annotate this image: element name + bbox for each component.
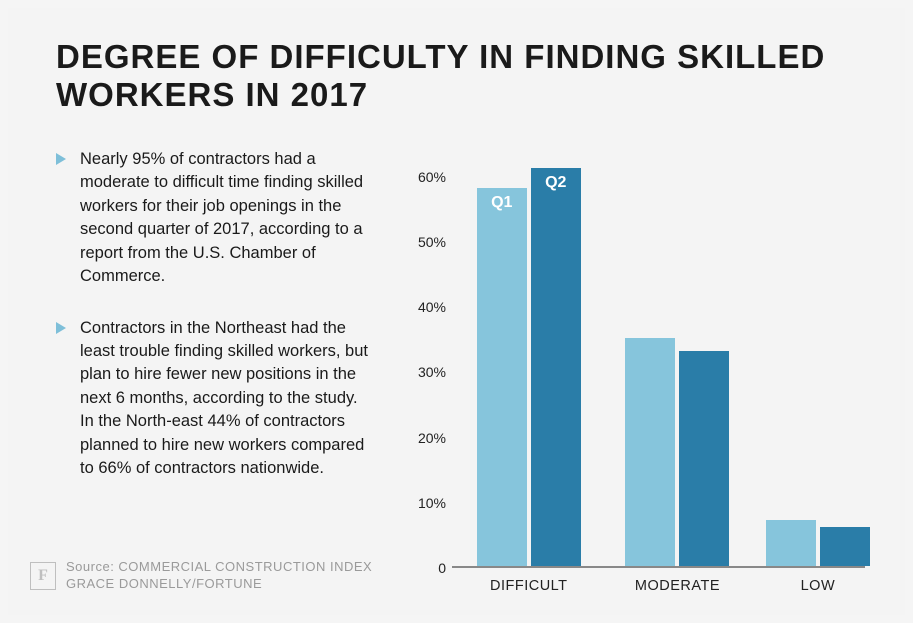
bar	[766, 520, 816, 566]
triangle-icon	[56, 153, 66, 165]
bar	[820, 527, 870, 566]
logo-letter: F	[38, 567, 48, 585]
category-label: LOW	[766, 578, 870, 594]
page-title: DEGREE OF DIFFICULTY IN FINDING SKILLED …	[56, 38, 875, 114]
bar-group: MODERATE	[625, 338, 729, 566]
y-tick-label: 30%	[406, 364, 446, 380]
bar-group: Q1Q2DIFFICULT	[477, 168, 581, 566]
y-tick-label: 20%	[406, 430, 446, 446]
fortune-logo-icon: F	[30, 562, 56, 590]
category-label: MODERATE	[625, 578, 729, 594]
y-tick-label: 50%	[406, 234, 446, 250]
y-tick-label: 10%	[406, 495, 446, 511]
plot-area: 010%20%30%40%50%60%Q1Q2DIFFICULTMODERATE…	[452, 142, 865, 568]
category-label: DIFFICULT	[477, 578, 581, 594]
source-line: GRACE DONNELLY/FORTUNE	[66, 576, 372, 593]
bar	[625, 338, 675, 566]
x-axis-line	[452, 566, 865, 568]
bar	[679, 351, 729, 566]
y-tick-label: 0	[406, 560, 446, 576]
bar: Q2	[531, 168, 581, 566]
bullet-list: Nearly 95% of contractors had a moderate…	[56, 142, 376, 602]
bullet-item: Contractors in the Northeast had the lea…	[56, 317, 370, 481]
bar: Q1	[477, 188, 527, 566]
content-row: Nearly 95% of contractors had a moderate…	[56, 142, 875, 602]
series-label: Q1	[477, 194, 527, 212]
bar-chart: 010%20%30%40%50%60%Q1Q2DIFFICULTMODERATE…	[406, 142, 875, 602]
bullet-item: Nearly 95% of contractors had a moderate…	[56, 148, 370, 289]
y-tick-label: 40%	[406, 299, 446, 315]
bar-group: LOW	[766, 520, 870, 566]
triangle-icon	[56, 322, 66, 334]
bullet-text: Nearly 95% of contractors had a moderate…	[80, 148, 370, 289]
y-tick-label: 60%	[406, 169, 446, 185]
source-text: Source: COMMERCIAL CONSTRUCTION INDEX GR…	[66, 559, 372, 593]
infographic-page: DEGREE OF DIFFICULTY IN FINDING SKILLED …	[8, 8, 905, 615]
bullet-text: Contractors in the Northeast had the lea…	[80, 317, 370, 481]
source-row: F Source: COMMERCIAL CONSTRUCTION INDEX …	[30, 559, 372, 593]
series-label: Q2	[531, 174, 581, 192]
source-line: Source: COMMERCIAL CONSTRUCTION INDEX	[66, 559, 372, 576]
